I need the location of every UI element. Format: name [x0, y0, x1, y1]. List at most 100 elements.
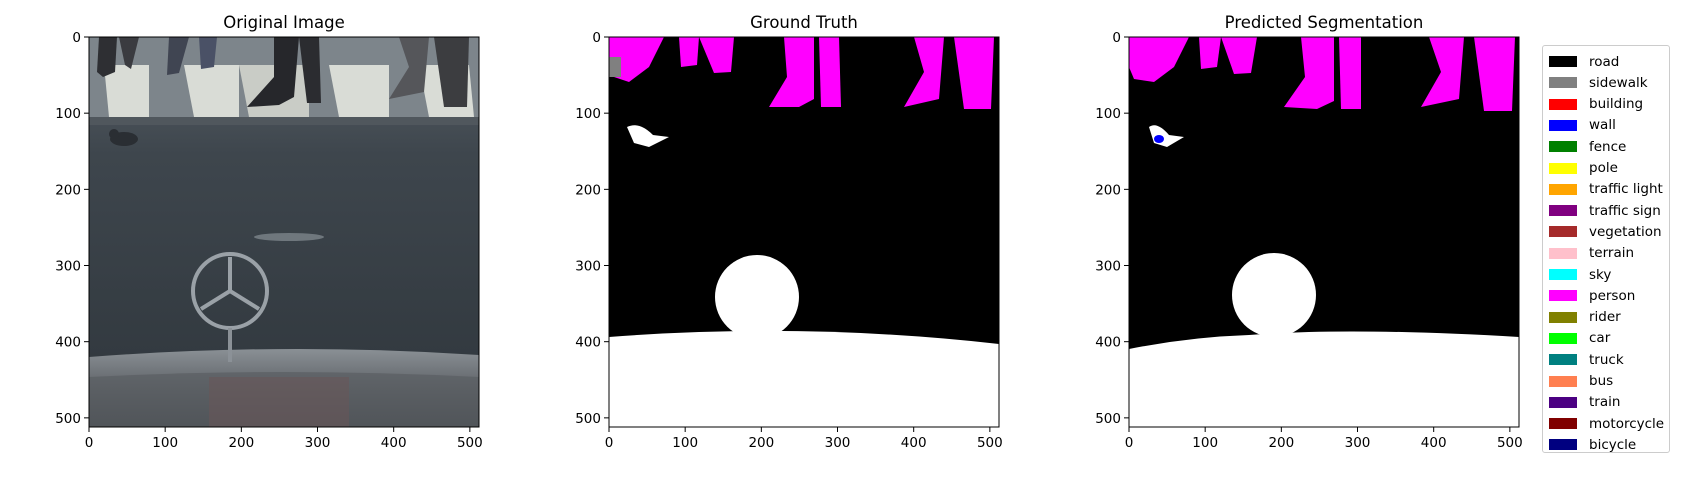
legend-item: car	[1549, 328, 1610, 349]
legend-item: pole	[1549, 158, 1618, 179]
panel-predicted-segmentation: Predicted Segmentation	[1128, 13, 1520, 428]
y-tick-label: 400	[575, 335, 601, 351]
y-tick-label: 200	[1095, 182, 1121, 198]
legend-swatch	[1549, 56, 1577, 67]
legend-swatch	[1549, 119, 1577, 131]
panel-title: Original Image	[223, 13, 345, 32]
legend-item: truck	[1549, 349, 1624, 370]
x-tick-label: 100	[1192, 435, 1218, 451]
legend-label: fence	[1589, 138, 1627, 155]
legend-item: rider	[1549, 307, 1621, 328]
legend-item: sky	[1549, 264, 1611, 285]
y-tick-label: 300	[575, 259, 601, 275]
legend-swatch	[1549, 439, 1577, 451]
y-tick-label: 100	[55, 106, 81, 122]
legend-swatch	[1549, 290, 1577, 302]
x-tick-label: 300	[825, 435, 851, 451]
y-tick-label: 300	[1095, 259, 1121, 275]
legend-swatch	[1549, 269, 1577, 280]
legend-item: traffic light	[1549, 179, 1663, 200]
legend-swatch	[1549, 226, 1577, 238]
legend: road sidewalk building wall fence pole traffic…	[1542, 45, 1670, 453]
legend-swatch	[1549, 77, 1577, 89]
legend-label: traffic sign	[1589, 202, 1661, 219]
panel-title: Predicted Segmentation	[1225, 13, 1424, 32]
x-tick-label: 500	[1497, 435, 1523, 451]
x-tick-label: 500	[977, 435, 1003, 451]
x-tick-label: 400	[901, 435, 927, 451]
legend-label: wall	[1589, 117, 1616, 134]
x-tick-label: 100	[672, 435, 698, 451]
x-tick-label: 0	[605, 435, 614, 451]
legend-swatch	[1549, 205, 1577, 217]
x-tick-label: 200	[748, 435, 774, 451]
legend-label: building	[1589, 96, 1644, 113]
legend-label: motorcycle	[1589, 415, 1665, 432]
x-tick-label: 200	[1268, 435, 1294, 451]
legend-label: train	[1589, 394, 1621, 411]
legend-swatch	[1549, 354, 1577, 366]
predicted-mask	[1129, 37, 1519, 427]
y-tick-label: 0	[592, 30, 601, 46]
legend-label: pole	[1589, 160, 1618, 176]
legend-swatch	[1549, 418, 1577, 430]
legend-swatch	[1549, 396, 1577, 408]
legend-label: sidewalk	[1589, 74, 1648, 91]
y-tick-label: 500	[575, 411, 601, 427]
legend-swatch	[1549, 183, 1577, 195]
x-tick-label: 500	[457, 435, 483, 451]
x-tick-label: 300	[1345, 435, 1371, 451]
legend-item: wall	[1549, 115, 1616, 136]
legend-swatch	[1549, 332, 1577, 344]
x-tick-label: 400	[1421, 435, 1447, 451]
x-tick-label: 200	[228, 435, 254, 451]
legend-item: person	[1549, 285, 1635, 306]
y-tick-label: 300	[55, 259, 81, 275]
y-tick-label: 400	[1095, 335, 1121, 351]
legend-label: rider	[1589, 309, 1621, 326]
legend-item: sidewalk	[1549, 72, 1648, 93]
legend-label: road	[1589, 53, 1620, 70]
y-tick-label: 200	[575, 182, 601, 198]
legend-item: building	[1549, 94, 1643, 115]
legend-label: traffic light	[1589, 181, 1663, 198]
legend-item: vegetation	[1549, 221, 1662, 242]
x-tick-label: 100	[152, 435, 178, 451]
axes-layer: 0010010020020030030040040050050000100100…	[55, 30, 1523, 451]
y-tick-label: 0	[72, 30, 81, 46]
legend-label: terrain	[1589, 245, 1635, 262]
legend-item: traffic sign	[1549, 200, 1661, 221]
legend-swatch	[1549, 311, 1577, 323]
legend-item: motorcycle	[1549, 413, 1664, 434]
ground-truth-mask	[609, 37, 999, 427]
legend-swatch	[1549, 375, 1577, 387]
legend-label: vegetation	[1589, 223, 1662, 240]
legend-label: sky	[1589, 266, 1612, 283]
x-tick-label: 400	[381, 435, 407, 451]
legend-swatch	[1549, 162, 1577, 174]
panel-original-image: Original Image	[88, 13, 480, 428]
original-photo	[89, 37, 479, 427]
panel-title: Ground Truth	[750, 13, 858, 32]
legend-label: car	[1589, 330, 1611, 347]
legend-swatch	[1549, 247, 1577, 259]
y-tick-label: 200	[55, 182, 81, 198]
y-tick-label: 100	[1095, 106, 1121, 122]
panel-ground-truth: Ground Truth	[608, 13, 1000, 428]
legend-label: person	[1589, 287, 1636, 304]
legend-item: train	[1549, 392, 1620, 413]
x-tick-label: 300	[305, 435, 331, 451]
y-tick-label: 500	[1095, 411, 1121, 427]
y-tick-label: 400	[55, 335, 81, 351]
y-tick-label: 500	[55, 411, 81, 427]
legend-label: bus	[1589, 373, 1614, 389]
legend-swatch	[1549, 98, 1577, 110]
y-tick-label: 100	[575, 106, 601, 122]
legend-label: bicycle	[1589, 436, 1637, 453]
legend-label: truck	[1589, 351, 1624, 368]
legend-item: terrain	[1549, 243, 1634, 264]
x-tick-label: 0	[1125, 435, 1134, 451]
legend-item: bus	[1549, 371, 1613, 392]
legend-item: fence	[1549, 136, 1626, 157]
